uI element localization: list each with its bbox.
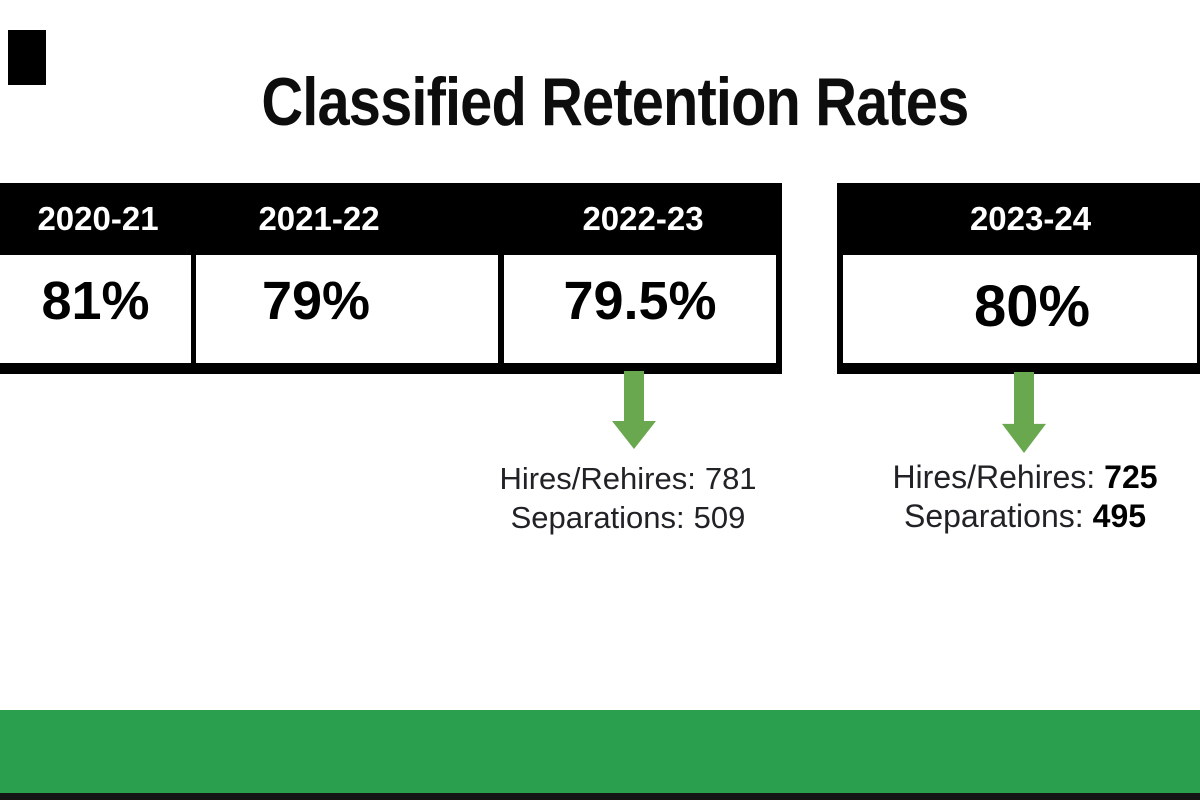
value-cell-2022-23: 79.5% <box>504 255 782 363</box>
annotation-2023-24: Hires/Rehires: 725 Separations: 495 <box>845 458 1200 536</box>
annotation-2022-23-separations-line: Separations: 509 <box>448 498 808 537</box>
annotation-2022-23-hires-line: Hires/Rehires: 781 <box>448 459 808 498</box>
separations-value: 495 <box>1092 498 1147 534</box>
header-cell-2021-22: 2021-22 <box>258 200 380 237</box>
value-cell-2023-24: 80% <box>837 255 1200 363</box>
annotation-2022-23: Hires/Rehires: 781 Separations: 509 <box>448 459 808 537</box>
table-left-bottom-bar <box>0 363 782 374</box>
page-title-text: Classified Retention Rates <box>261 64 969 140</box>
value-cell-2020-21: 81% <box>0 255 196 363</box>
table-right-header-row: 2023-24 <box>837 183 1200 255</box>
separations-label: Separations: <box>510 500 685 535</box>
value-cell-2021-22: 79% <box>196 255 504 363</box>
retention-table-right: 2023-24 80% <box>837 183 1200 374</box>
header-cell-2020-21: 2020-21 <box>37 200 159 237</box>
table-left-value-row: 81% 79% 79.5% <box>0 255 782 363</box>
hires-label: Hires/Rehires: <box>499 461 696 496</box>
table-right-value-row: 80% <box>837 255 1200 363</box>
corner-black-box <box>8 30 46 85</box>
annotation-2023-24-separations-line: Separations: 495 <box>845 497 1200 536</box>
arrow-down-icon-2023-24 <box>1002 372 1046 453</box>
header-cell-2022-23: 2022-23 <box>582 200 704 237</box>
hires-value: 781 <box>704 461 757 496</box>
header-cell-2023-24: 2023-24 <box>969 200 1092 237</box>
page-title: Classified Retention Rates <box>30 64 1200 140</box>
separations-label: Separations: <box>903 498 1084 534</box>
footer-black-strip <box>0 793 1200 800</box>
table-right-bottom-bar <box>837 363 1200 374</box>
arrow-down-icon-2022-23 <box>612 371 656 449</box>
annotation-2023-24-hires-line: Hires/Rehires: 725 <box>845 458 1200 497</box>
footer-bar: cmcss The Defining Difference CLARKSVILL… <box>0 710 1200 793</box>
hires-value: 725 <box>1104 459 1158 495</box>
separations-value: 509 <box>693 500 746 535</box>
hires-label: Hires/Rehires: <box>892 459 1096 495</box>
retention-table-left: 2020-21 2021-22 2022-23 81% 79% 79.5% <box>0 183 782 374</box>
table-left-header-row: 2020-21 2021-22 2022-23 <box>0 183 782 255</box>
